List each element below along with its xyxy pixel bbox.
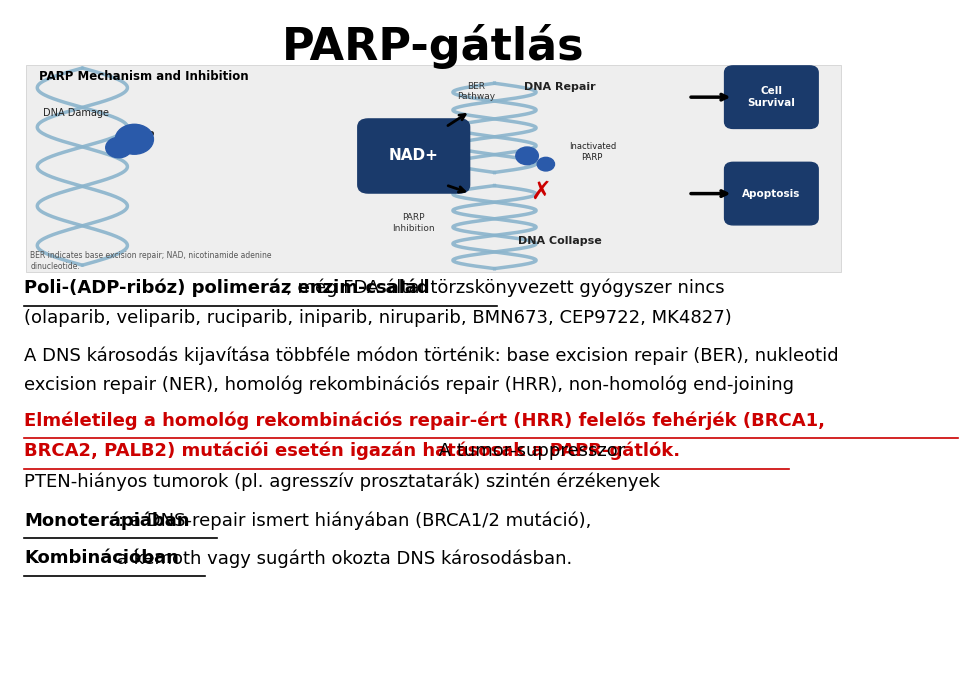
FancyBboxPatch shape (26, 65, 841, 272)
Text: Poli-(ADP-ribóz) polimeráz enzim-család: Poli-(ADP-ribóz) polimeráz enzim-család (24, 279, 430, 297)
FancyBboxPatch shape (725, 66, 818, 129)
Text: A tumor-suppresszor: A tumor-suppresszor (433, 442, 625, 460)
Circle shape (516, 147, 538, 165)
Text: DNA Collapse: DNA Collapse (518, 236, 601, 245)
Circle shape (537, 157, 554, 171)
Text: a kemoth vagy sugárth okozta DNS károsodásban.: a kemoth vagy sugárth okozta DNS károsod… (111, 549, 573, 568)
Text: BER
Pathway: BER Pathway (457, 82, 495, 101)
Text: PTEN-hiányos tumorok (pl. agresszív prosztatarák) szintén érzékenyek: PTEN-hiányos tumorok (pl. agresszív pros… (24, 473, 660, 491)
Text: DNA Damage: DNA Damage (43, 108, 109, 118)
Text: : a DNS-repair ismert hiányában (BRCA1/2 mutáció),: : a DNS-repair ismert hiányában (BRCA1/2… (118, 511, 592, 530)
Text: Apoptosis: Apoptosis (742, 188, 801, 199)
Text: Kombinációban: Kombinációban (24, 549, 179, 567)
Text: , még FDA által törzskönyvezett gyógyszer nincs: , még FDA által törzskönyvezett gyógysze… (286, 279, 724, 297)
Text: DNA Repair: DNA Repair (524, 82, 596, 92)
Text: PARP: PARP (126, 131, 154, 141)
Text: excision repair (NER), homológ rekombinációs repair (HRR), non-homológ end-joini: excision repair (NER), homológ rekombiná… (24, 375, 794, 394)
Text: NAD+: NAD+ (388, 148, 438, 163)
Text: PARP
Inhibition: PARP Inhibition (392, 214, 435, 233)
Text: BRCA2, PALB2) mutációi esetén igazán hatásosak a PAPR-gátlók.: BRCA2, PALB2) mutációi esetén igazán hat… (24, 442, 680, 460)
Text: BER indicates base excision repair; NAD, nicotinamide adenine
dinucleotide.: BER indicates base excision repair; NAD,… (31, 251, 271, 271)
Text: ✗: ✗ (530, 180, 551, 204)
FancyBboxPatch shape (725, 163, 818, 225)
Circle shape (115, 124, 153, 154)
Text: PARP Mechanism and Inhibition: PARP Mechanism and Inhibition (39, 70, 248, 83)
Text: Inactivated
PARP: Inactivated PARP (569, 142, 616, 162)
Text: (olaparib, veliparib, ruciparib, iniparib, niruparib, BMN673, CEP9722, MK4827): (olaparib, veliparib, ruciparib, inipari… (24, 309, 732, 327)
FancyBboxPatch shape (358, 119, 470, 193)
Circle shape (105, 137, 131, 158)
Text: PARP-gátlás: PARP-gátlás (282, 24, 585, 69)
Text: A DNS károsodás kijavítása többféle módon történik: base excision repair (BER), : A DNS károsodás kijavítása többféle módo… (24, 347, 839, 365)
Text: Monoterápiában: Monoterápiában (24, 511, 190, 530)
Text: Elméletileg a homológ rekombinációs repair-ért (HRR) felelős fehérjék (BRCA1,: Elméletileg a homológ rekombinációs repa… (24, 411, 826, 430)
Text: Cell
Survival: Cell Survival (747, 86, 795, 108)
